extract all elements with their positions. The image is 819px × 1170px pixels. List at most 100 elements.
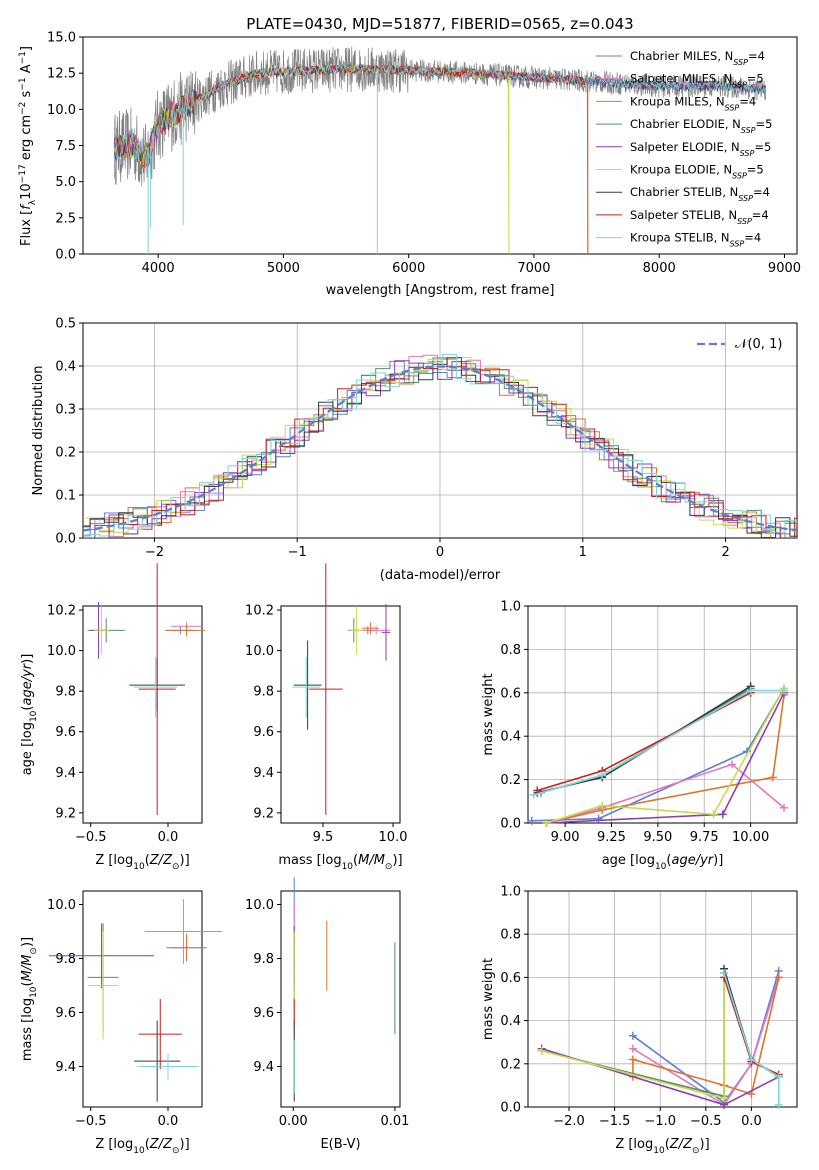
x-tick-label: −1.5 bbox=[599, 1114, 631, 1129]
weight-marker bbox=[542, 819, 551, 827]
y-tick-label: 9.2 bbox=[253, 806, 274, 821]
x-tick-label: 10.00 bbox=[732, 830, 769, 845]
histogram-series-0 bbox=[83, 367, 797, 537]
y-tick-label: 0.0 bbox=[55, 248, 76, 263]
y-tick-label: 0.5 bbox=[55, 317, 76, 332]
x-tick-label: 9.5 bbox=[313, 830, 334, 845]
y-tick-label: 9.4 bbox=[55, 1060, 76, 1075]
age_vs_Z-axes: −0.5 0.0 9.2 9.4 9.6 9.8 10.0 10.2 bbox=[47, 604, 203, 845]
x-tick-label: −2.0 bbox=[553, 1114, 585, 1129]
y-tick-label: 9.2 bbox=[55, 806, 76, 821]
y-tick-label: 10.2 bbox=[47, 604, 76, 619]
legend-normal-label: 𝒩(0, 1) bbox=[735, 337, 782, 352]
weight-series-6 bbox=[537, 685, 752, 794]
weight-marker bbox=[774, 1072, 783, 1081]
residuals-ylabel: Normed distribution bbox=[31, 366, 46, 496]
x-tick-label: 9.00 bbox=[551, 830, 580, 845]
x-tick-label: 10.0 bbox=[379, 830, 408, 845]
x-tick-label: 9000 bbox=[768, 261, 801, 276]
spectrum-lines bbox=[113, 46, 767, 254]
mass_vs_ebv-xlabel: E(B-V) bbox=[320, 1137, 360, 1152]
y-tick-label: 0.8 bbox=[500, 643, 521, 658]
legend-label-8: Kroupa STELIB, NSSP=4 bbox=[630, 231, 761, 249]
y-tick-label: 0.1 bbox=[55, 489, 76, 504]
legend-label-2: Kroupa MILES, NSSP=4 bbox=[630, 94, 756, 112]
legend-label-7: Salpeter STELIB, NSSP=4 bbox=[630, 208, 769, 226]
x-tick-label: −0.5 bbox=[75, 1114, 107, 1129]
weight-marker bbox=[747, 1055, 756, 1064]
weight-series-8 bbox=[723, 972, 780, 1105]
age_vs_Z-xlabel: Z [log10(Z/Z⊙)] bbox=[95, 853, 189, 872]
x-tick-label: 9.50 bbox=[643, 830, 672, 845]
y-tick-label: 0.4 bbox=[500, 730, 521, 745]
x-tick-label: 0.00 bbox=[279, 1114, 308, 1129]
weight-series-8 bbox=[533, 689, 784, 796]
residuals-axes: −2 −1 0 1 2 0.0 0.1 0.2 0.3 0.4 0.5 bbox=[55, 317, 798, 560]
weight-marker bbox=[529, 790, 538, 799]
y-tick-label: 10.0 bbox=[245, 898, 274, 913]
y-tick-label: 9.8 bbox=[253, 685, 274, 700]
axes-frame bbox=[280, 605, 401, 824]
y-tick-label: 0.4 bbox=[55, 360, 76, 375]
x-tick-label: 0.01 bbox=[380, 1114, 409, 1129]
weight-series-1 bbox=[546, 763, 785, 824]
x-tick-label: 0.0 bbox=[741, 1114, 762, 1129]
y-tick-label: 1.0 bbox=[500, 885, 521, 900]
x-tick-label: −0.5 bbox=[690, 1114, 722, 1129]
legend-label-5: Kroupa ELODIE, NSSP=5 bbox=[630, 163, 764, 181]
axes-frame bbox=[527, 605, 798, 824]
y-tick-label: 0.6 bbox=[500, 971, 521, 986]
y-tick-label: 0.2 bbox=[500, 1057, 521, 1072]
weight-series-5 bbox=[546, 688, 785, 824]
y-tick-label: 9.4 bbox=[253, 766, 274, 781]
weight-marker bbox=[780, 803, 789, 812]
weight-series-3 bbox=[540, 687, 752, 794]
x-tick-label: −2 bbox=[145, 545, 164, 560]
weight-marker bbox=[718, 810, 727, 819]
y-tick-label: 7.5 bbox=[55, 139, 76, 154]
x-tick-label: 2 bbox=[721, 545, 729, 560]
legend-label-6: Chabrier STELIB, NSSP=4 bbox=[630, 185, 770, 203]
age_vs_mass-xlabel: mass [log10(M/M⊙)] bbox=[278, 853, 402, 872]
y-tick-label: 1.0 bbox=[500, 600, 521, 615]
y-tick-label: 0.0 bbox=[500, 1101, 521, 1116]
y-tick-label: 10.0 bbox=[245, 644, 274, 659]
weight-marker bbox=[594, 814, 603, 823]
normal-reference-curve bbox=[83, 365, 797, 532]
histogram-series-8 bbox=[85, 354, 797, 537]
histogram-series-6 bbox=[83, 357, 797, 538]
y-tick-label: 2.5 bbox=[55, 211, 76, 226]
weight-marker bbox=[720, 1094, 729, 1103]
weight_vs_age-xlabel: age [log10(age/yr)] bbox=[602, 853, 724, 872]
weight_vs_age-ylabel: mass weight bbox=[481, 673, 496, 755]
axes-frame bbox=[527, 890, 798, 1108]
spectrum-axes: 4000 5000 6000 7000 8000 9000 0.0 2.5 5.0 7.5 10.0… bbox=[47, 31, 801, 277]
x-tick-label: 9.75 bbox=[690, 830, 719, 845]
weight-marker bbox=[628, 1031, 637, 1040]
weight-marker bbox=[598, 801, 607, 810]
legend-label-1: Salpeter MILES, NSSP=5 bbox=[630, 72, 764, 90]
model-spectrum-8 bbox=[113, 63, 767, 164]
weight-marker bbox=[774, 1100, 783, 1109]
weight-marker bbox=[780, 686, 789, 695]
axes-frame bbox=[82, 605, 203, 824]
mass_vs_Z-xlabel: Z [log10(Z/Z⊙)] bbox=[95, 1137, 189, 1156]
legend-label-0: Chabrier MILES, NSSP=4 bbox=[630, 49, 765, 67]
x-tick-label: 8000 bbox=[643, 261, 676, 276]
y-tick-label: 9.6 bbox=[253, 1006, 274, 1021]
age_vs_Z-ylabel: age [log10(age/yr)] bbox=[20, 654, 39, 776]
x-tick-label: −1.0 bbox=[644, 1114, 676, 1129]
axes-frame bbox=[82, 322, 798, 539]
y-tick-label: 10.0 bbox=[47, 644, 76, 659]
y-tick-label: 0.6 bbox=[500, 686, 521, 701]
y-tick-label: 0.0 bbox=[55, 532, 76, 547]
x-tick-label: −0.5 bbox=[75, 830, 107, 845]
y-tick-label: 12.5 bbox=[47, 67, 76, 82]
x-tick-label: 7000 bbox=[517, 261, 550, 276]
y-tick-label: 0.2 bbox=[500, 773, 521, 788]
x-tick-label: 0.0 bbox=[158, 830, 179, 845]
x-tick-label: 1 bbox=[579, 545, 587, 560]
y-tick-label: 9.8 bbox=[55, 685, 76, 700]
weight-marker bbox=[746, 686, 755, 695]
